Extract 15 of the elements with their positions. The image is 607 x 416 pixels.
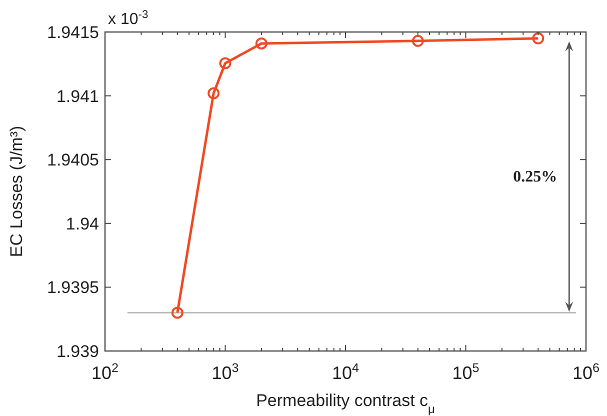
y-tick-label: 1.94 [66, 214, 99, 234]
x-tick-label: 10$^{4}$ [332, 361, 360, 383]
y-tick-label: 1.941 [56, 86, 99, 106]
y-tick-label: 1.939 [56, 342, 99, 361]
x-axis-title: Permeability contrast c$_{μ}$ [256, 391, 435, 416]
y-axis-title: EC Losses (J/m³) [7, 126, 26, 258]
y-tick-label: 1.9395 [47, 278, 99, 298]
annotation: 0.25% [513, 168, 558, 186]
x-tick-label: 10$^{6}$ [572, 361, 600, 383]
y-tick-label: 1.9405 [47, 150, 99, 170]
y-tick-label: 1.9415 [47, 22, 99, 42]
text: x 10$^{-3}$ [108, 9, 148, 28]
x-tick-label: 10$^{2}$ [91, 361, 119, 383]
x-tick-label: 10$^{5}$ [452, 361, 480, 383]
x-tick-label: 10$^{3}$ [212, 361, 239, 383]
